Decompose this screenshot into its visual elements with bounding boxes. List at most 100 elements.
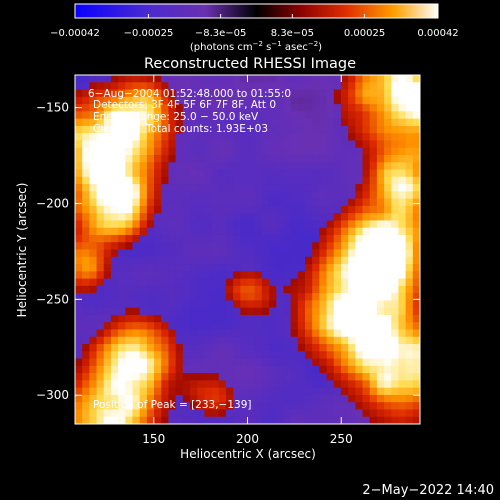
heatmap-cell (333, 184, 342, 192)
heatmap-cell (276, 314, 284, 323)
heatmap-cell (89, 198, 97, 207)
heatmap-cell (225, 314, 234, 323)
heatmap-cell (326, 118, 335, 127)
heatmap-cell (175, 111, 184, 120)
heatmap-cell (369, 125, 378, 134)
heatmap-cell (182, 125, 191, 134)
heatmap-cell (261, 213, 270, 221)
heatmap-cell (405, 176, 414, 185)
heatmap-cell (218, 133, 227, 141)
heatmap-cell (154, 336, 162, 345)
heatmap-cell (391, 104, 399, 112)
heatmap-cell (269, 96, 277, 105)
heatmap-cell (398, 314, 407, 323)
heatmap-cell (412, 169, 420, 178)
heatmap-cell (305, 329, 313, 338)
heatmap-cell (340, 387, 349, 396)
heatmap-cell (398, 285, 407, 294)
heatmap-cell (369, 154, 378, 163)
heatmap-cell (261, 169, 270, 178)
heatmap-cell (398, 140, 407, 149)
heatmap-cell (218, 351, 227, 359)
heatmap-cell (132, 256, 141, 265)
heatmap-cell (139, 184, 148, 192)
heatmap-cell (204, 365, 212, 374)
heatmap-cell (254, 162, 263, 170)
heatmap-cell (103, 234, 112, 243)
heatmap-cell (146, 365, 155, 374)
heatmap-cell (240, 111, 248, 120)
y-tick-label: −300 (36, 388, 69, 402)
heatmap-cell (96, 147, 105, 156)
heatmap-cell (319, 322, 327, 330)
heatmap-cell (305, 387, 313, 396)
heatmap-cell (319, 147, 327, 156)
heatmap-cell (161, 96, 169, 105)
heatmap-cell (261, 329, 270, 338)
heatmap-cell (118, 75, 126, 83)
heatmap-cell (132, 104, 141, 112)
heatmap-cell (197, 191, 205, 199)
heatmap-cell (269, 307, 277, 316)
heatmap-cell (240, 162, 248, 170)
heatmap-cell (305, 416, 313, 424)
heatmap-cell (348, 227, 356, 236)
heatmap-cell (391, 358, 399, 367)
heatmap-cell (132, 365, 141, 374)
heatmap-cell (190, 314, 198, 323)
heatmap-cell (154, 205, 162, 214)
heatmap-cell (132, 380, 141, 389)
heatmap-cell (118, 104, 126, 112)
heatmap-cell (211, 358, 220, 367)
heatmap-cell (312, 82, 320, 90)
heatmap-cell (326, 75, 335, 83)
heatmap-cell (340, 75, 349, 83)
heatmap-cell (225, 162, 234, 170)
heatmap-cell (89, 402, 97, 410)
heatmap-cell (355, 184, 363, 192)
heatmap-cell (197, 169, 205, 178)
heatmap-cell (261, 133, 270, 141)
heatmap-cell (340, 220, 349, 229)
heatmap-cell (103, 213, 112, 221)
heatmap-cell (376, 416, 385, 424)
heatmap-cell (319, 358, 327, 367)
heatmap-cell (132, 162, 141, 170)
heatmap-cell (82, 213, 90, 221)
heatmap-cell (204, 198, 212, 207)
heatmap-cell (125, 133, 133, 141)
heatmap-cell (204, 184, 212, 192)
heatmap-cell (132, 75, 141, 83)
heatmap-cell (211, 264, 220, 272)
heatmap-cell (110, 118, 119, 127)
heatmap-cell (319, 394, 327, 403)
heatmap-cell (333, 380, 342, 389)
heatmap-cell (103, 133, 112, 141)
heatmap-cell (340, 133, 349, 141)
heatmap-cell (103, 365, 112, 374)
heatmap-cell (139, 249, 148, 258)
heatmap-cell (240, 322, 248, 330)
heatmap-cell (175, 118, 184, 127)
heatmap-cell (276, 322, 284, 330)
heatmap-cell (132, 89, 141, 98)
heatmap-cell (391, 416, 399, 424)
heatmap-cell (89, 387, 97, 396)
heatmap-cell (348, 125, 356, 134)
heatmap-cell (319, 176, 327, 185)
heatmap-cell (254, 140, 263, 149)
heatmap-cell (333, 205, 342, 214)
heatmap-cell (204, 205, 212, 214)
heatmap-cell (110, 191, 119, 199)
heatmap-cell (168, 154, 177, 163)
heatmap-cell (312, 242, 320, 250)
heatmap-cell (261, 118, 270, 127)
heatmap-cell (82, 336, 90, 345)
heatmap-cell (326, 394, 335, 403)
heatmap-cell (333, 104, 342, 112)
heatmap-cell (254, 242, 263, 250)
heatmap-cell (376, 242, 385, 250)
heatmap-cell (319, 387, 327, 396)
heatmap-cell (247, 264, 256, 272)
heatmap-cell (161, 416, 169, 424)
